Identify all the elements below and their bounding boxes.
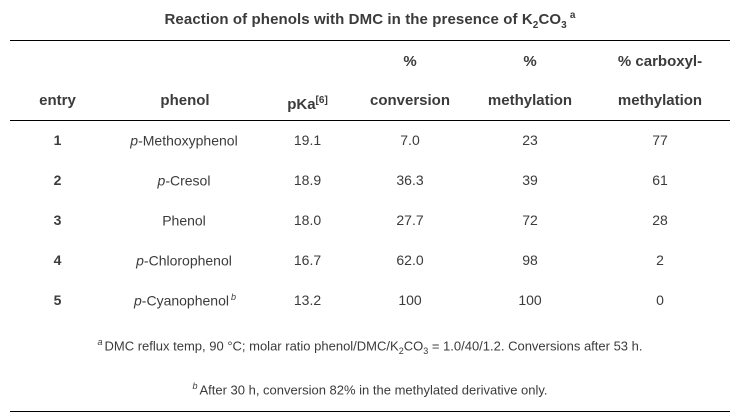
col-header-pka: pKa[6] — [265, 41, 350, 121]
footnote-b: b After 30 h, conversion 82% in the methy… — [10, 377, 730, 399]
table-row: 2 p-Cresol 18.9 36.3 39 61 — [10, 160, 730, 200]
table-row: 3 Phenol 18.0 27.7 72 28 — [10, 200, 730, 240]
methylation-cell: 98 — [522, 252, 538, 268]
pka-cell: 16.7 — [293, 252, 322, 268]
table-title: Reaction of phenols with DMC in the pres… — [10, 0, 730, 41]
phenol-name: -Chlorophenol — [143, 252, 232, 269]
carboxyl-methylation-cell: 0 — [656, 292, 664, 308]
col-header-carboxyl-methylation: % carboxyl-methylation — [590, 41, 730, 121]
conversion-cell: 36.3 — [396, 172, 424, 188]
footnote-a-subscript-2: 2 — [398, 345, 404, 356]
title-subscript-3: 3 — [561, 20, 567, 31]
table-row: 5 p-Cyanophenol b 13.2 100 100 0 — [10, 280, 730, 320]
header-row: entry phenol pKa[6] % conversion % methyla… — [10, 41, 730, 121]
methylation-cell: 100 — [518, 292, 542, 308]
pka-cell: 18.0 — [293, 212, 322, 228]
phenol-cell: p-Cyanophenol b — [105, 280, 265, 320]
methylation-cell: 72 — [522, 212, 538, 228]
phenol-cell: p-Methoxyphenol — [105, 120, 265, 160]
methylation-cell: 23 — [522, 132, 538, 149]
entry-cell: 2 — [53, 172, 62, 188]
pka-cell: 19.1 — [293, 132, 322, 149]
phenol-name: Phenol — [162, 212, 206, 229]
conversion-cell: 27.7 — [396, 212, 424, 228]
col-header-methylation: % methylation — [470, 41, 590, 121]
phenol-name: -Cyanophenol — [141, 292, 229, 309]
conversion-cell: 7.0 — [400, 132, 420, 149]
phenol-cell: p-Chlorophenol — [105, 240, 265, 280]
footnote-a-subscript-3: 3 — [423, 345, 429, 356]
phenol-prefix: p — [157, 172, 166, 189]
col-header-conversion: % conversion — [350, 41, 470, 121]
phenol-cell: Phenol — [105, 200, 265, 240]
conversion-cell: 100 — [398, 292, 422, 308]
pka-cell: 18.9 — [293, 172, 322, 188]
footnote-b-text: After 30 h, conversion 82% in the methyl… — [199, 382, 548, 398]
phenol-prefix: p — [130, 132, 139, 149]
entry-cell: 3 — [53, 212, 62, 228]
footnote-b-marker: b — [192, 380, 198, 391]
phenol-prefix: p — [134, 292, 142, 309]
title-subscript-2: 2 — [532, 20, 539, 31]
entry-cell: 5 — [53, 292, 62, 308]
carboxyl-methylation-cell: 28 — [652, 212, 668, 228]
conversion-cell: 62.0 — [396, 252, 424, 268]
carboxyl-methylation-cell: 77 — [652, 132, 668, 149]
carboxyl-methylation-cell: 2 — [656, 252, 664, 268]
pka-cell: 13.2 — [293, 292, 322, 308]
phenol-note: b — [230, 291, 236, 302]
results-table: entry phenol pKa[6] % conversion % methyla… — [10, 41, 730, 320]
entry-cell: 4 — [53, 252, 62, 268]
title-text-co: CO — [538, 11, 562, 28]
col-header-phenol: phenol — [105, 41, 265, 121]
footnote-a-text: DMC reflux temp, 90 °C; molar ratio phen… — [104, 338, 399, 354]
entry-cell: 1 — [53, 132, 62, 149]
phenol-prefix: p — [136, 252, 144, 269]
footnotes: a DMC reflux temp, 90 °C; molar ratio phe… — [10, 320, 730, 413]
col-header-entry: entry — [10, 41, 105, 121]
table-row: 4 p-Chlorophenol 16.7 62.0 98 2 — [10, 240, 730, 280]
title-footnote-marker: a — [569, 10, 576, 21]
methylation-cell: 39 — [522, 172, 538, 188]
footnote-a: a DMC reflux temp, 90 °C; molar ratio phe… — [97, 337, 643, 356]
pka-reference-superscript: [6] — [315, 94, 328, 106]
phenol-cell: p-Cresol — [105, 160, 265, 200]
footnote-a-marker: a — [97, 337, 103, 347]
carboxyl-methylation-cell: 61 — [652, 172, 668, 188]
table-row: 1 p-Methoxyphenol 19.1 7.0 23 77 — [10, 120, 730, 160]
phenol-name: -Methoxyphenol — [138, 132, 238, 149]
phenol-name: -Cresol — [165, 172, 211, 189]
title-text: Reaction of phenols with DMC in the pres… — [164, 11, 533, 28]
